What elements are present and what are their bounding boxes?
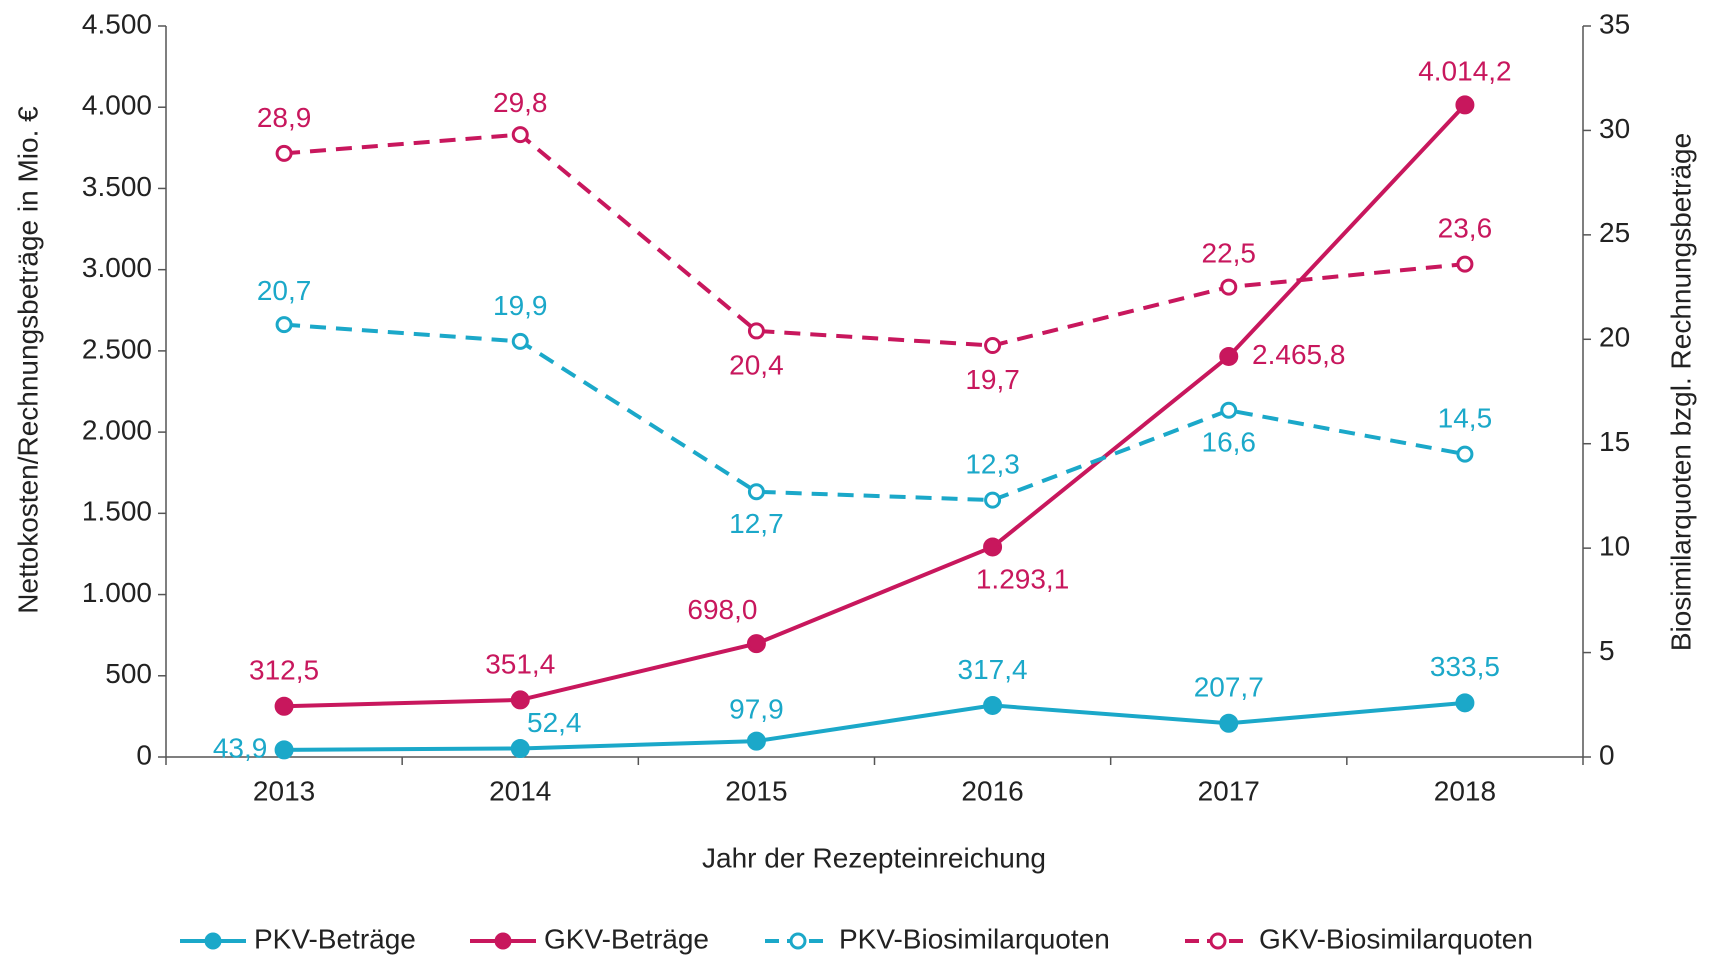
data-label: 12,3 <box>965 448 1020 479</box>
data-point <box>1455 95 1475 115</box>
x-axis-title: Jahr der Rezepteinreichung <box>702 842 1046 873</box>
data-point <box>510 690 530 710</box>
y2-tick-label: 15 <box>1599 426 1630 457</box>
data-point <box>983 537 1003 557</box>
legend-marker <box>204 932 222 950</box>
y-tick-label: 1.000 <box>82 577 152 608</box>
series-line <box>283 322 1466 503</box>
data-point <box>274 740 294 760</box>
x-tick-label: 2014 <box>489 775 551 806</box>
y2-axis-title: Biosimilarquoten bzgl. Rechnungsbeträge <box>1665 133 1696 651</box>
series-line <box>284 700 1466 752</box>
data-label: 52,4 <box>527 707 582 738</box>
data-point <box>274 696 294 716</box>
data-label: 207,7 <box>1194 672 1264 703</box>
data-label: 14,5 <box>1438 403 1493 434</box>
legend-label: PKV-Biosimilarquoten <box>839 923 1110 954</box>
data-point <box>1220 278 1238 296</box>
data-point <box>1455 693 1475 713</box>
legend-label: PKV-Beträge <box>254 923 416 954</box>
data-point <box>747 483 765 501</box>
data-label: 4.014,2 <box>1418 55 1511 86</box>
y2-tick-label: 10 <box>1599 531 1630 562</box>
legend-label: GKV-Biosimilarquoten <box>1259 923 1533 954</box>
y2-tick-label: 30 <box>1599 113 1630 144</box>
data-label: 43,9 <box>213 732 268 763</box>
data-point <box>1456 255 1474 273</box>
data-label: 16,6 <box>1202 427 1257 458</box>
data-label: 22,5 <box>1202 237 1257 268</box>
data-label: 698,0 <box>687 594 757 625</box>
y-tick-label: 4.000 <box>82 90 152 121</box>
data-label: 1.293,1 <box>976 563 1069 594</box>
data-point <box>746 731 766 751</box>
legend-label: GKV-Beträge <box>544 923 709 954</box>
data-label: 333,5 <box>1430 651 1500 682</box>
y-tick-label: 1.500 <box>82 496 152 527</box>
data-point <box>511 332 529 350</box>
data-point <box>275 144 293 162</box>
x-tick-label: 2013 <box>253 775 315 806</box>
y2-tick-label: 35 <box>1599 8 1630 39</box>
data-point <box>1219 713 1239 733</box>
data-point <box>984 491 1002 509</box>
data-label: 28,9 <box>257 102 312 133</box>
legend-marker <box>494 932 512 950</box>
series-line <box>283 132 1466 348</box>
data-label: 97,9 <box>729 693 784 724</box>
data-point <box>511 126 529 144</box>
x-tick-label: 2016 <box>961 775 1023 806</box>
data-point <box>746 634 766 654</box>
data-point <box>984 337 1002 355</box>
y2-tick-label: 20 <box>1599 322 1630 353</box>
data-label: 20,4 <box>729 349 784 380</box>
data-point <box>275 316 293 334</box>
y-axis-title: Nettokosten/Rechnungsbeträge in Mio. € <box>12 106 43 614</box>
y-tick-label: 500 <box>105 658 152 689</box>
legend-marker <box>1209 932 1227 950</box>
y-tick-label: 0 <box>136 739 152 770</box>
data-label: 351,4 <box>485 648 555 679</box>
data-point <box>747 322 765 340</box>
data-point <box>1219 346 1239 366</box>
y2-tick-label: 0 <box>1599 739 1615 770</box>
y-tick-label: 3.500 <box>82 171 152 202</box>
data-point <box>983 695 1003 715</box>
data-label: 317,4 <box>958 654 1028 685</box>
data-point <box>1456 445 1474 463</box>
data-label: 29,8 <box>493 87 548 118</box>
data-label: 20,7 <box>257 275 312 306</box>
data-label: 2.465,8 <box>1252 339 1345 370</box>
y2-tick-label: 5 <box>1599 635 1615 666</box>
data-point <box>510 738 530 758</box>
data-point <box>1220 401 1238 419</box>
y-tick-label: 3.000 <box>82 252 152 283</box>
x-tick-label: 2017 <box>1198 775 1260 806</box>
legend-marker <box>789 932 807 950</box>
data-label: 12,7 <box>729 508 784 539</box>
series-line <box>284 103 1467 709</box>
x-tick-label: 2018 <box>1434 775 1496 806</box>
y-tick-label: 2.000 <box>82 415 152 446</box>
y-tick-label: 2.500 <box>82 333 152 364</box>
x-tick-label: 2015 <box>725 775 787 806</box>
data-label: 23,6 <box>1438 212 1493 243</box>
y2-tick-label: 25 <box>1599 217 1630 248</box>
data-label: 19,7 <box>965 364 1020 395</box>
y-tick-label: 4.500 <box>82 8 152 39</box>
data-label: 19,9 <box>493 290 548 321</box>
data-label: 312,5 <box>249 655 319 686</box>
